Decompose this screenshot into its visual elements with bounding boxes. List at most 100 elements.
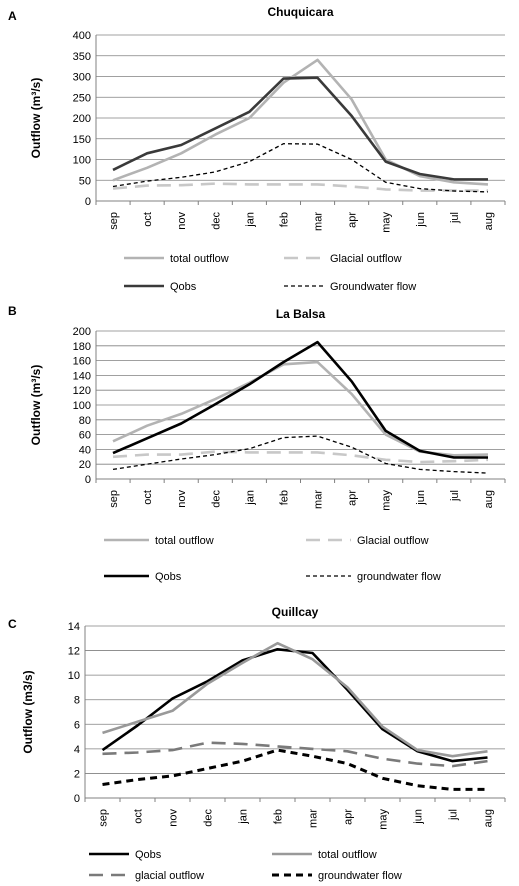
chart-panel-a: A Chuquicara 0 50 100 150 200 250 300 350 400 Outfl… — [8, 5, 506, 293]
x-tick-label: jan — [244, 212, 256, 228]
chart-title: Quillcay — [272, 605, 319, 619]
x-tick-label: nov — [168, 809, 180, 827]
series-line-glacial-outflow — [112, 450, 489, 464]
y-tick-label: 14 — [68, 621, 80, 633]
y-tick-label: 0 — [74, 793, 80, 805]
x-tick-label: oct — [133, 809, 145, 824]
x-tick-label: mar — [313, 212, 325, 231]
series-line-total-outflow — [112, 360, 489, 457]
x-tick-label: may — [378, 809, 390, 830]
chart-panel-b: B La Balsa 0 20 40 60 80 100 120 140 160 180 200 Outf… — [8, 304, 506, 583]
y-tick-label: 60 — [79, 430, 91, 442]
y-axis-label: Outflow (m3/s) — [21, 670, 35, 753]
y-axis-label: Outflow (m³/s) — [29, 78, 43, 159]
legend-label: Qobs — [135, 849, 162, 861]
y-tick-label: 0 — [85, 474, 91, 486]
y-axis-label: Outflow (m³/s) — [29, 365, 43, 446]
x-tick-label: feb — [278, 490, 290, 505]
y-tick-label: 160 — [73, 356, 91, 368]
panel-label: C — [8, 617, 17, 631]
chart-title: Chuquicara — [267, 5, 333, 19]
x-tick-label: aug — [483, 212, 495, 230]
legend-label: Glacial outflow — [357, 535, 429, 547]
y-tick-label: 10 — [68, 670, 80, 682]
y-tick-label: 200 — [73, 113, 91, 125]
x-tick-label: aug — [483, 490, 495, 508]
x-tick-label: jun — [415, 212, 427, 228]
x-tick-label: nov — [176, 490, 188, 508]
y-tick-label: 6 — [74, 719, 80, 731]
y-tick-label: 8 — [74, 695, 80, 707]
legend-label: Qobs — [155, 571, 182, 583]
legend-label: total outflow — [155, 535, 214, 547]
chart-title: La Balsa — [276, 307, 326, 321]
y-tick-label: 400 — [73, 30, 91, 42]
y-tick-label: 300 — [73, 72, 91, 84]
y-tick-label: 140 — [73, 370, 91, 382]
x-tick-label: jun — [413, 809, 425, 825]
y-tick-label: 200 — [73, 326, 91, 338]
series-line-qobs — [112, 76, 488, 181]
x-tick-label: apr — [347, 212, 359, 228]
legend-label: groundwater flow — [318, 870, 402, 882]
x-tick-label: jan — [238, 809, 250, 825]
x-tick-label: may — [381, 490, 393, 511]
y-tick-label: 20 — [79, 459, 91, 471]
series-line-total-outflow — [112, 58, 489, 186]
x-tick-label: apr — [347, 490, 359, 506]
legend-label: Qobs — [170, 281, 197, 293]
x-tick-label: mar — [308, 809, 320, 828]
x-tick-label: mar — [313, 490, 325, 509]
legend-label: total outflow — [318, 849, 377, 861]
series-line-qobs — [101, 647, 488, 763]
x-tick-label: jul — [449, 490, 461, 502]
x-tick-label: feb — [273, 809, 285, 824]
y-tick-label: 100 — [73, 400, 91, 412]
chart-panel-c: C Quillcay 0 2 4 6 8 10 12 14 Outflow (m3/s) sep oct… — [8, 605, 506, 882]
x-tick-label: sep — [98, 809, 110, 827]
legend-label: Glacial outflow — [330, 253, 402, 265]
x-tick-label: oct — [142, 212, 154, 227]
series-line-glacial-outflow — [112, 182, 488, 192]
x-tick-label: nov — [176, 212, 188, 230]
x-tick-label: feb — [278, 212, 290, 227]
x-tick-label: jul — [449, 212, 461, 224]
x-tick-label: jun — [415, 490, 427, 506]
y-tick-label: 4 — [74, 744, 80, 756]
y-tick-label: 50 — [79, 175, 91, 187]
legend-label: Groundwater flow — [330, 281, 416, 293]
y-tick-label: 0 — [85, 196, 91, 208]
panel-label: A — [8, 9, 17, 23]
legend-label: groundwater flow — [357, 571, 441, 583]
y-tick-label: 180 — [73, 341, 91, 353]
series-line-total-outflow — [102, 641, 488, 758]
legend-label: total outflow — [170, 253, 229, 265]
x-tick-label: jul — [448, 809, 460, 821]
y-tick-label: 12 — [68, 646, 80, 658]
y-tick-label: 120 — [73, 385, 91, 397]
x-tick-label: dec — [203, 809, 215, 827]
x-tick-label: sep — [108, 490, 120, 508]
y-tick-label: 150 — [73, 134, 91, 146]
y-tick-label: 350 — [73, 51, 91, 63]
y-tick-label: 100 — [73, 155, 91, 167]
y-tick-label: 250 — [73, 92, 91, 104]
series-line-qobs — [112, 340, 488, 459]
x-tick-label: oct — [142, 490, 154, 505]
x-tick-label: dec — [210, 490, 222, 508]
x-tick-label: apr — [343, 809, 355, 825]
x-tick-label: dec — [210, 212, 222, 230]
series-line-groundwater-flow — [102, 748, 488, 791]
series-line-groundwater-flow — [112, 143, 489, 193]
y-tick-label: 80 — [79, 415, 91, 427]
y-tick-label: 2 — [74, 768, 80, 780]
legend-label: glacial outflow — [135, 870, 204, 882]
x-tick-label: sep — [108, 212, 120, 230]
series-line-groundwater-flow — [112, 435, 489, 474]
y-tick-label: 40 — [79, 444, 91, 456]
x-tick-label: jan — [244, 490, 256, 506]
x-tick-label: aug — [483, 809, 495, 827]
panel-label: B — [8, 304, 17, 318]
x-tick-label: may — [381, 212, 393, 233]
